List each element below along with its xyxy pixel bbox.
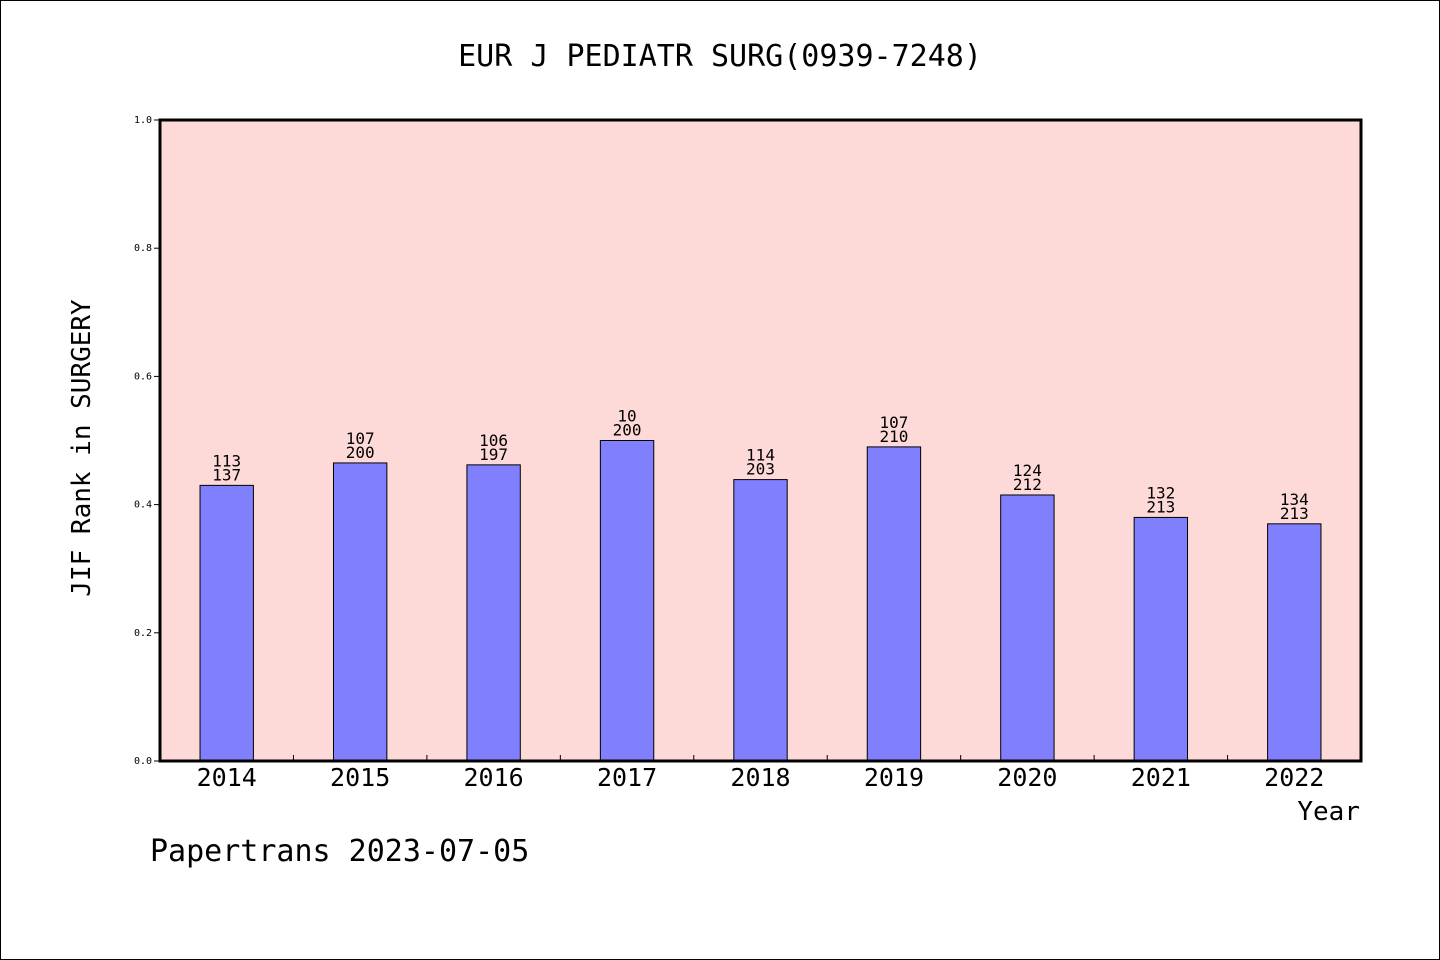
y-tick-label: 0.8 <box>134 243 152 254</box>
x-tick-label: 2022 <box>1264 763 1324 792</box>
bar-2016 <box>466 464 521 762</box>
bar-rank-label: 107 <box>879 413 908 432</box>
y-tick-label: 0.0 <box>134 756 152 767</box>
bar-2019 <box>866 446 922 762</box>
footer-credit: Papertrans 2023-07-05 <box>150 834 530 869</box>
bar-rank-label: 132 <box>1146 483 1175 502</box>
y-tick-label: 0.4 <box>134 500 152 511</box>
y-tick-label: 1.0 <box>134 115 152 126</box>
x-axis-label: Year <box>1297 797 1360 827</box>
bar-rank-label: 106 <box>479 431 508 450</box>
bar-total-label: 213 <box>1280 504 1309 523</box>
bar-total-label: 210 <box>879 427 908 446</box>
bar-rank-label: 107 <box>346 429 375 448</box>
bar-total-label: 197 <box>479 445 508 464</box>
bar-total-label: 213 <box>1146 497 1175 516</box>
bar-total-label: 212 <box>1013 475 1042 494</box>
bar-value-labels: 1131371072001061971020011420310721012421… <box>212 407 1308 523</box>
y-axis-label: JIF Rank in SURGERY <box>67 299 97 597</box>
x-tick-label: 2014 <box>197 763 257 792</box>
bar-rank-label: 134 <box>1280 490 1309 509</box>
x-tick-label: 2018 <box>730 763 790 792</box>
x-tick-label: 2019 <box>864 763 924 792</box>
x-tick-label: 2020 <box>997 763 1057 792</box>
bar-2020 <box>1000 494 1055 762</box>
chart-title: EUR J PEDIATR SURG(0939-7248) <box>458 39 982 74</box>
bar-total-label: 200 <box>613 421 642 440</box>
y-tick-label: 0.6 <box>134 371 152 382</box>
bar-2021 <box>1133 516 1189 762</box>
bar-2015 <box>332 462 388 762</box>
x-tick-label: 2015 <box>330 763 390 792</box>
bar-2014 <box>199 484 254 762</box>
bar-2022 <box>1267 523 1322 762</box>
bar-total-label: 203 <box>746 460 775 479</box>
bar-total-label: 200 <box>346 443 375 462</box>
plot-border <box>158 118 1363 763</box>
y-axis: 0.0 0.2 0.4 0.6 0.8 1.0 <box>134 115 160 767</box>
x-axis: 2014 2015 2016 2017 2018 2019 2020 2021 2022 <box>197 755 1324 792</box>
bar-rank-label: 113 <box>212 451 241 470</box>
bar-rank-label: 124 <box>1013 461 1042 480</box>
x-tick-label: 2021 <box>1131 763 1191 792</box>
bar-2018 <box>733 479 788 762</box>
bar-total-label: 137 <box>212 465 241 484</box>
bar-series <box>199 440 1322 762</box>
bar-2017 <box>599 440 655 762</box>
x-tick-label: 2017 <box>597 763 657 792</box>
bar-rank-label: 10 <box>617 407 636 426</box>
y-tick-label: 0.2 <box>134 628 152 639</box>
x-tick-label: 2016 <box>464 763 524 792</box>
bar-rank-label: 114 <box>746 446 775 465</box>
